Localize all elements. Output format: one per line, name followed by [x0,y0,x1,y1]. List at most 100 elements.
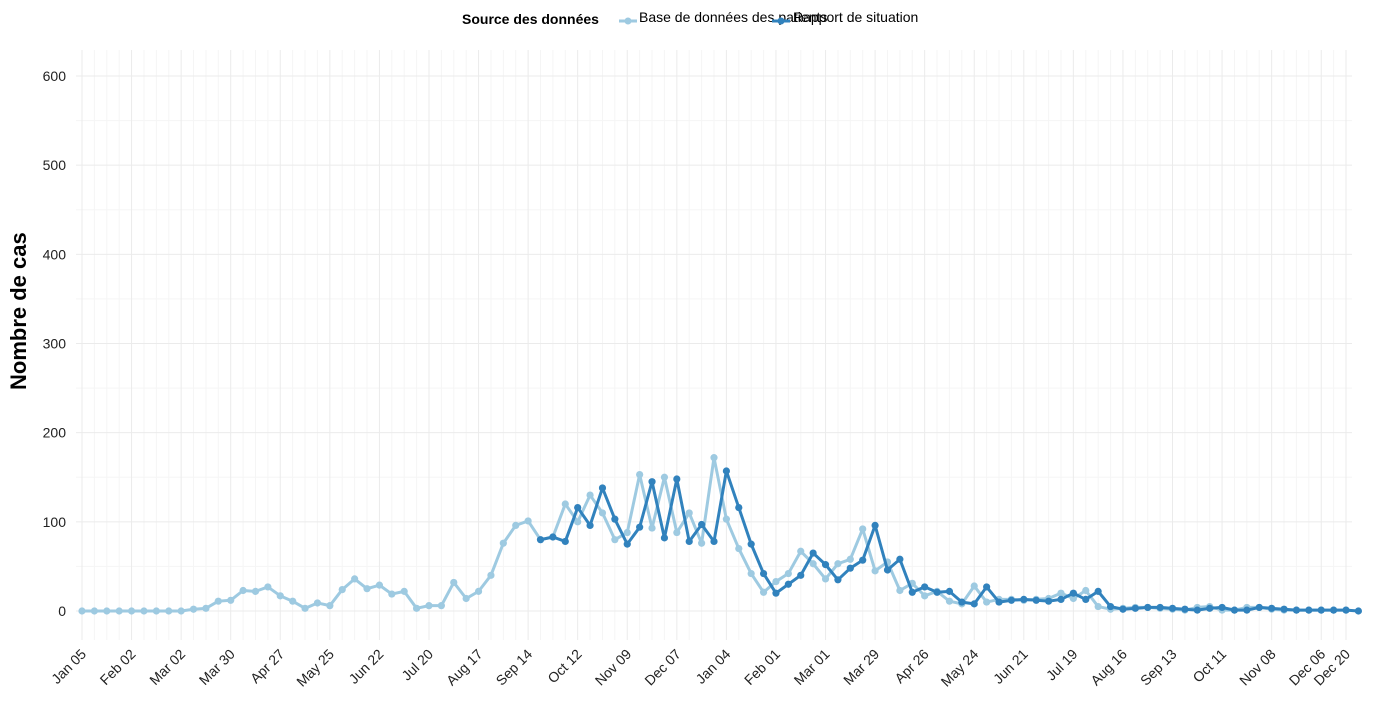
data-point-situation-report [809,549,817,557]
data-point-patient-database [524,517,532,525]
data-point-situation-report [958,598,966,606]
data-point-situation-report [1057,595,1065,604]
data-point-situation-report [896,555,904,563]
data-point-situation-report [995,598,1003,606]
legend-label-patient-database: Base de données des patients [639,9,828,25]
data-point-patient-database [648,524,656,532]
data-point-situation-report [821,561,830,569]
data-point-situation-report [586,521,594,529]
data-point-situation-report [772,589,780,597]
data-point-patient-database [487,571,495,579]
data-point-patient-database [375,581,384,589]
data-point-patient-database [772,577,780,586]
x-tick-label: Nov 09 [592,646,635,689]
y-axis-label: Nombre de cas [6,232,31,390]
data-point-patient-database [859,525,867,533]
data-point-patient-database [871,567,879,575]
data-point-situation-report [834,576,842,584]
data-point-situation-report [1007,596,1016,604]
x-tick-label: Feb 01 [741,646,783,688]
data-point-situation-report [685,537,693,546]
data-point-patient-database [623,528,631,537]
data-point-situation-report [871,521,879,529]
data-point-situation-report [759,569,768,578]
data-point-patient-database [747,569,755,578]
data-point-patient-database [834,560,842,568]
y-axis-tick-labels: 0 100 200 300 400 500 600 [43,68,67,619]
data-point-patient-database [152,607,160,615]
data-point-patient-database [301,604,309,612]
data-point-situation-report [1268,604,1276,612]
data-point-situation-report [1255,603,1263,612]
data-point-situation-report [970,600,978,608]
data-point-situation-report [710,537,718,546]
data-point-situation-report [846,564,854,572]
data-point-patient-database [264,583,272,591]
data-point-patient-database [896,586,904,595]
data-point-patient-database [1057,589,1065,597]
data-point-patient-database [636,470,644,479]
data-point-patient-database [165,607,173,615]
y-tick-label: 500 [43,157,67,173]
x-tick-label: Nov 08 [1236,646,1279,689]
data-point-situation-report [549,533,557,541]
y-tick-label: 300 [43,335,67,351]
data-point-patient-database [400,587,408,595]
data-point-situation-report [1094,587,1102,595]
data-point-situation-report [735,503,743,512]
x-tick-label: Apr 26 [891,646,932,687]
data-point-situation-report [1156,603,1164,612]
data-point-patient-database [561,500,569,508]
data-point-situation-report [1144,603,1152,612]
data-point-situation-report [1280,605,1288,613]
x-tick-label: Jul 19 [1043,646,1081,684]
data-point-patient-database [351,575,359,583]
data-point-situation-report [1082,595,1090,604]
y-tick-label: 200 [43,425,67,441]
data-point-situation-report [1106,602,1115,611]
data-point-patient-database [140,607,148,615]
x-tick-label: Jan 04 [692,646,733,687]
legend-key-situation-report [772,17,790,25]
x-tick-label: Mar 29 [840,646,882,688]
data-point-patient-database [177,607,185,615]
data-point-patient-database [945,597,954,605]
x-tick-label: Mar 01 [791,646,833,688]
data-point-patient-database [970,582,978,590]
data-point-patient-database [586,491,594,499]
data-point-patient-database [127,607,136,615]
data-point-patient-database [227,596,235,604]
x-tick-label: Oct 11 [1189,646,1229,686]
data-point-patient-database [474,587,483,595]
data-point-patient-database [735,544,743,553]
x-tick-label: Apr 27 [247,646,288,687]
data-point-patient-database [797,547,805,555]
data-point-patient-database [90,607,98,615]
data-point-patient-database [846,555,854,563]
data-point-situation-report [1193,606,1201,614]
data-point-situation-report [1243,606,1251,614]
data-point-situation-report [536,536,545,544]
data-point-patient-database [1094,602,1102,611]
data-point-situation-report [784,580,792,588]
x-tick-label: Jun 21 [990,646,1031,687]
data-point-situation-report [1119,605,1127,613]
data-point-situation-report [883,566,892,574]
x-tick-label: Oct 12 [544,646,585,687]
data-point-patient-database [1082,586,1090,595]
y-tick-label: 400 [43,246,67,262]
data-point-situation-report [574,503,582,512]
data-point-patient-database [660,473,669,481]
data-point-situation-report [908,588,916,596]
data-point-situation-report [1305,606,1313,614]
data-point-situation-report [747,540,755,548]
legend-key-patient-database [619,17,637,25]
data-point-patient-database [983,598,991,606]
data-point-patient-database [363,585,371,593]
data-point-situation-report [660,534,669,542]
data-point-situation-report [1020,595,1028,604]
data-point-situation-report [983,583,991,591]
x-tick-label: Mar 30 [196,646,238,688]
data-point-patient-database [412,604,421,612]
